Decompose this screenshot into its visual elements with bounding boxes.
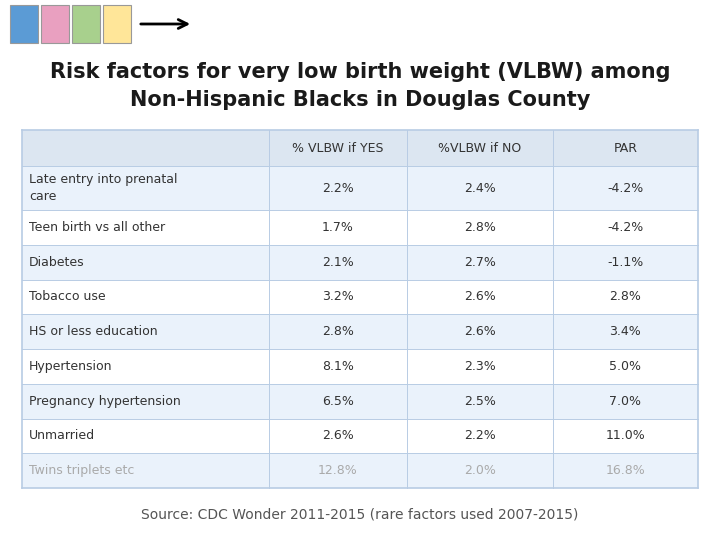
Text: 5.0%: 5.0% xyxy=(609,360,642,373)
Text: Unmarried: Unmarried xyxy=(29,429,95,442)
Text: 7.0%: 7.0% xyxy=(609,395,642,408)
Bar xyxy=(22,384,698,418)
Text: Source: CDC Wonder 2011-2015 (rare factors used 2007-2015): Source: CDC Wonder 2011-2015 (rare facto… xyxy=(141,508,579,522)
Bar xyxy=(41,5,69,43)
Bar xyxy=(22,245,698,280)
Text: % VLBW if YES: % VLBW if YES xyxy=(292,141,384,154)
Text: Hypertension: Hypertension xyxy=(29,360,112,373)
Text: 12.8%: 12.8% xyxy=(318,464,358,477)
Text: PAR: PAR xyxy=(613,141,637,154)
Text: -1.1%: -1.1% xyxy=(607,255,644,268)
Text: Tobacco use: Tobacco use xyxy=(29,291,106,303)
Text: 2.2%: 2.2% xyxy=(322,181,354,194)
Text: Risk factors for very low birth weight (VLBW) among: Risk factors for very low birth weight (… xyxy=(50,62,670,82)
Bar xyxy=(22,210,698,245)
Text: 8.1%: 8.1% xyxy=(322,360,354,373)
Bar xyxy=(22,314,698,349)
Text: 2.0%: 2.0% xyxy=(464,464,496,477)
Text: 2.8%: 2.8% xyxy=(464,221,496,234)
Text: Pregnancy hypertension: Pregnancy hypertension xyxy=(29,395,181,408)
Text: Non-Hispanic Blacks in Douglas County: Non-Hispanic Blacks in Douglas County xyxy=(130,90,590,110)
Text: 2.2%: 2.2% xyxy=(464,429,496,442)
Bar xyxy=(22,280,698,314)
Text: 2.8%: 2.8% xyxy=(322,325,354,338)
Text: 11.0%: 11.0% xyxy=(606,429,645,442)
Text: 1.7%: 1.7% xyxy=(322,221,354,234)
Text: Teen birth vs all other: Teen birth vs all other xyxy=(29,221,165,234)
Text: 2.5%: 2.5% xyxy=(464,395,496,408)
Bar xyxy=(22,349,698,384)
Bar xyxy=(22,166,698,210)
Text: HS or less education: HS or less education xyxy=(29,325,158,338)
Text: 2.3%: 2.3% xyxy=(464,360,496,373)
Text: %VLBW if NO: %VLBW if NO xyxy=(438,141,521,154)
Text: 16.8%: 16.8% xyxy=(606,464,645,477)
Text: 3.2%: 3.2% xyxy=(322,291,354,303)
Bar xyxy=(22,418,698,453)
Bar xyxy=(10,5,38,43)
Text: -4.2%: -4.2% xyxy=(607,181,644,194)
Text: 2.1%: 2.1% xyxy=(322,255,354,268)
Bar xyxy=(22,130,698,166)
Text: 2.7%: 2.7% xyxy=(464,255,496,268)
Text: 2.6%: 2.6% xyxy=(322,429,354,442)
Bar xyxy=(103,5,131,43)
Text: Twins triplets etc: Twins triplets etc xyxy=(29,464,135,477)
Text: 2.6%: 2.6% xyxy=(464,325,496,338)
Text: Late entry into prenatal
care: Late entry into prenatal care xyxy=(29,173,178,202)
Text: 6.5%: 6.5% xyxy=(322,395,354,408)
Text: 3.4%: 3.4% xyxy=(609,325,642,338)
Text: Diabetes: Diabetes xyxy=(29,255,85,268)
Text: 2.6%: 2.6% xyxy=(464,291,496,303)
Bar xyxy=(22,453,698,488)
Text: 2.4%: 2.4% xyxy=(464,181,496,194)
Text: -4.2%: -4.2% xyxy=(607,221,644,234)
Text: 2.8%: 2.8% xyxy=(609,291,642,303)
Bar xyxy=(72,5,100,43)
